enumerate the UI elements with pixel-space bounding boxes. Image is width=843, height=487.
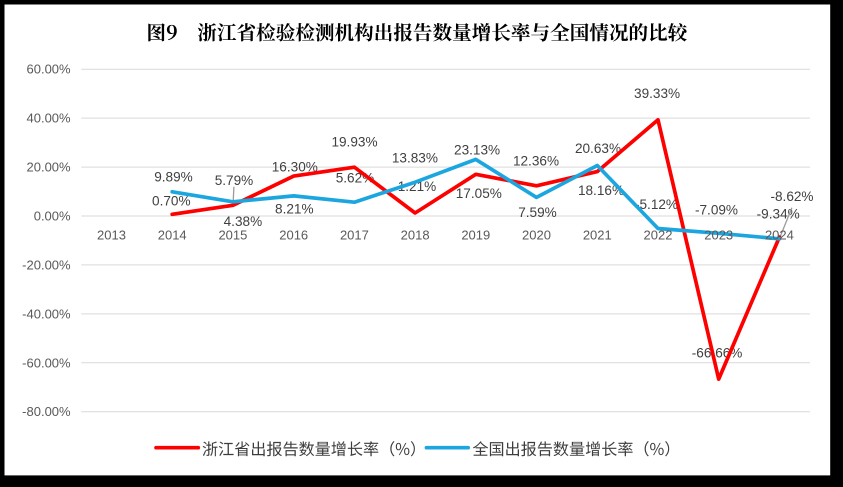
svg-text:2024: 2024 (765, 227, 794, 242)
svg-text:-7.09%: -7.09% (695, 203, 738, 218)
svg-text:-40.00%: -40.00% (22, 306, 71, 321)
svg-text:-9.34%: -9.34% (757, 206, 800, 221)
svg-text:9.89%: 9.89% (154, 170, 193, 185)
svg-text:8.21%: 8.21% (275, 201, 314, 216)
svg-text:20.00%: 20.00% (27, 160, 72, 175)
svg-text:0.00%: 0.00% (34, 209, 71, 224)
svg-text:39.33%: 39.33% (634, 86, 680, 101)
svg-text:19.93%: 19.93% (331, 134, 377, 149)
svg-text:2020: 2020 (522, 227, 551, 242)
svg-text:2016: 2016 (279, 227, 308, 242)
svg-text:20.63%: 20.63% (575, 141, 621, 156)
svg-text:2018: 2018 (401, 227, 430, 242)
svg-text:60.00%: 60.00% (27, 62, 72, 77)
svg-text:2013: 2013 (97, 227, 126, 242)
svg-text:-20.00%: -20.00% (22, 257, 71, 272)
svg-text:-80.00%: -80.00% (22, 404, 71, 419)
svg-text:2015: 2015 (218, 227, 247, 242)
svg-text:0.70%: 0.70% (152, 194, 191, 209)
svg-text:2014: 2014 (158, 227, 187, 242)
svg-text:2019: 2019 (461, 227, 490, 242)
svg-text:2017: 2017 (340, 227, 369, 242)
svg-text:23.13%: 23.13% (454, 143, 500, 158)
svg-text:5.79%: 5.79% (215, 173, 254, 188)
svg-text:-60.00%: -60.00% (22, 355, 71, 370)
svg-text:-66.66%: -66.66% (692, 346, 743, 361)
svg-text:4.38%: 4.38% (224, 214, 263, 229)
svg-text:2021: 2021 (583, 227, 612, 242)
svg-text:7.59%: 7.59% (518, 205, 557, 220)
svg-text:40.00%: 40.00% (27, 111, 72, 126)
svg-text:-5.12%: -5.12% (635, 197, 678, 212)
svg-text:12.36%: 12.36% (513, 153, 559, 168)
svg-text:2022: 2022 (644, 227, 673, 242)
svg-text:18.16%: 18.16% (578, 183, 624, 198)
svg-text:16.30%: 16.30% (272, 160, 318, 175)
svg-text:1.21%: 1.21% (398, 179, 437, 194)
svg-text:2023: 2023 (704, 227, 733, 242)
svg-text:17.05%: 17.05% (456, 186, 502, 201)
svg-text:-8.62%: -8.62% (770, 189, 813, 204)
svg-text:13.83%: 13.83% (392, 150, 438, 165)
